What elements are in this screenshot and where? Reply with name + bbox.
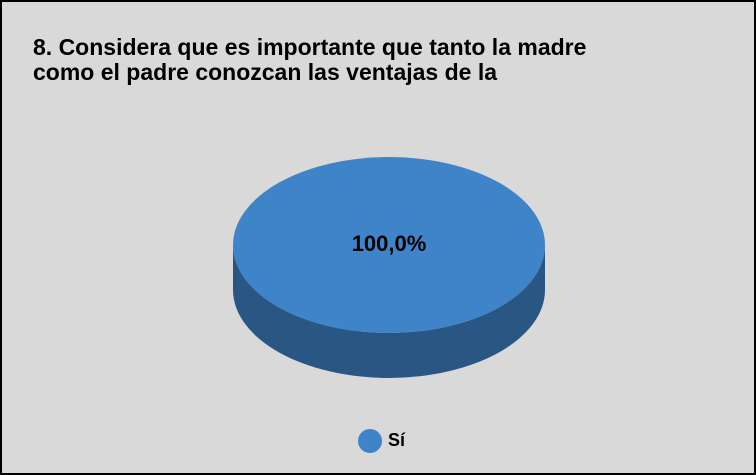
data-label: 100,0% — [352, 231, 427, 256]
legend-label: Sí — [388, 430, 406, 450]
chart-title: como el padre conozcan las ventajas de l… — [33, 59, 497, 85]
pie-side — [233, 245, 545, 378]
pie-slice — [233, 157, 545, 333]
chart-title: 8. Considera que es importante que tanto… — [33, 34, 586, 60]
legend-swatch — [358, 429, 382, 453]
